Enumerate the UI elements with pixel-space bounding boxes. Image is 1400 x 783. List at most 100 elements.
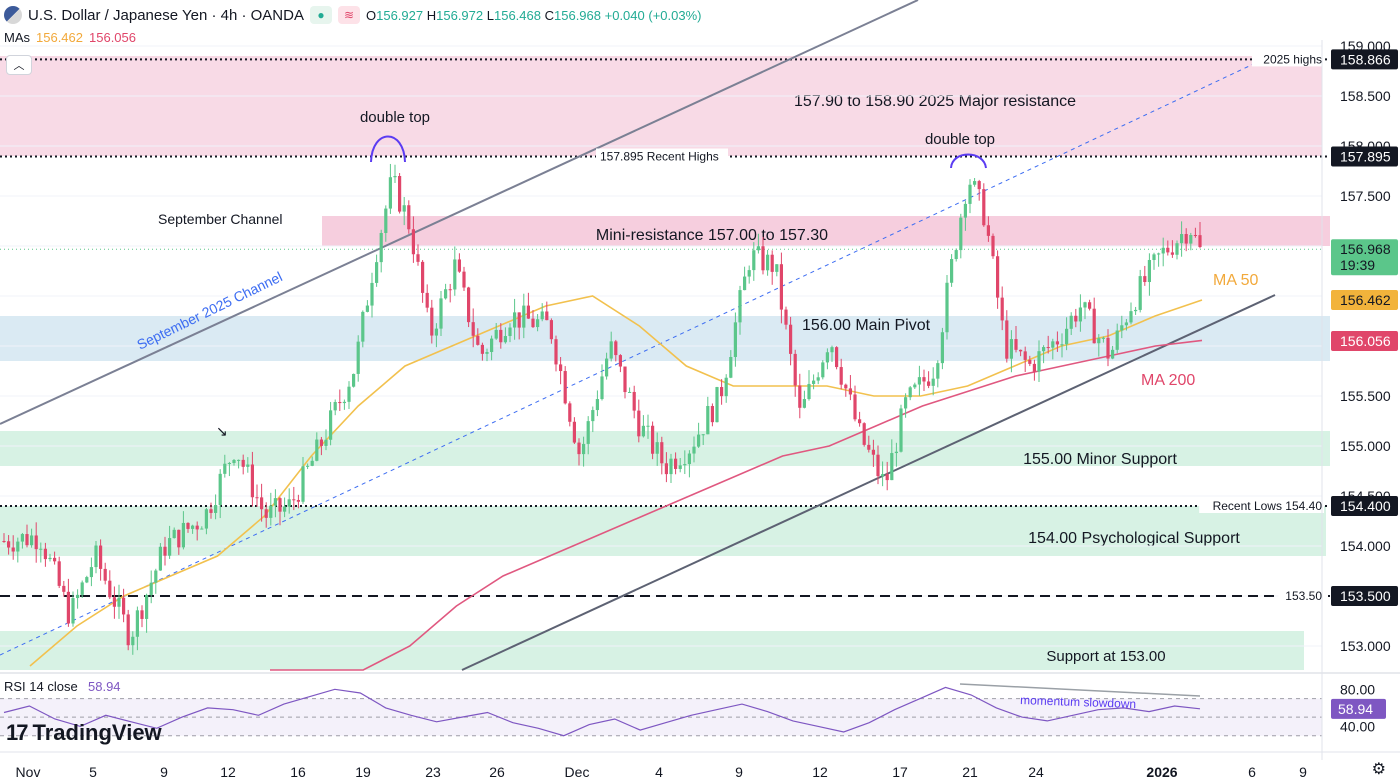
candle-body	[977, 181, 981, 190]
candle-body	[416, 254, 420, 262]
candle-body	[692, 446, 696, 454]
candle-body	[913, 384, 917, 388]
compare-icon[interactable]: ●	[309, 6, 332, 24]
candle-body	[66, 591, 70, 624]
candle-body	[1138, 276, 1142, 310]
candle-body	[954, 250, 958, 260]
zone-rect	[322, 216, 1330, 246]
candle-body	[20, 534, 24, 542]
zone-label: 157.90 to 158.90 2025 Major resistance	[794, 93, 1076, 110]
indicator-icon[interactable]: ≋	[337, 6, 360, 24]
gear-icon[interactable]: ⚙	[1371, 761, 1386, 778]
time-tick: 6	[1248, 764, 1256, 780]
candle-body	[94, 545, 98, 568]
candle-body	[554, 339, 558, 365]
candle-body	[34, 535, 38, 550]
candle-body	[1078, 307, 1082, 322]
price-tick: 155.000	[1340, 438, 1391, 454]
candle-body	[779, 264, 783, 310]
candle-body	[283, 506, 287, 512]
candle-body	[57, 561, 61, 586]
candle-body	[894, 451, 898, 454]
candle-body	[632, 391, 636, 411]
candle-body	[11, 547, 15, 552]
time-tick: 5	[89, 764, 97, 780]
ma50-value: 156.462	[36, 30, 83, 45]
candle-body	[393, 176, 397, 178]
candle-body	[1170, 252, 1174, 255]
candle-body	[568, 403, 572, 422]
candle-body	[1193, 235, 1197, 237]
symbol-title[interactable]: U.S. Dollar / Japanese Yen · 4h · OANDA	[28, 6, 304, 24]
candle-body	[770, 254, 774, 272]
candle-body	[844, 384, 848, 389]
candle-body	[531, 318, 535, 328]
candle-body	[1152, 254, 1156, 260]
candle-body	[908, 387, 912, 398]
time-tick: 17	[892, 764, 908, 780]
candle-body	[729, 357, 733, 378]
candle-body	[637, 410, 641, 437]
candle-body	[135, 610, 139, 637]
ma-legend-label: MAs	[4, 30, 30, 45]
candle-body	[227, 463, 231, 465]
candle-body	[149, 582, 153, 595]
candle-body	[80, 582, 84, 595]
candle-body	[1032, 363, 1036, 372]
candle-body	[7, 541, 11, 548]
candle-body	[517, 312, 521, 328]
zone-label: Mini-resistance 157.00 to 157.30	[596, 227, 828, 244]
candle-body	[71, 598, 75, 624]
candle-body	[563, 371, 567, 404]
candle-body	[209, 509, 213, 513]
candle-body	[398, 176, 402, 212]
time-tick: 9	[1299, 764, 1307, 780]
recent-highs-bg	[596, 148, 728, 164]
candle-body	[370, 282, 374, 306]
candle-body	[352, 373, 356, 387]
candle-body	[1157, 253, 1161, 255]
candle-body	[273, 498, 277, 506]
channel-mid-line	[0, 59, 1263, 656]
candle-body	[945, 282, 949, 333]
candle-body	[1019, 349, 1023, 352]
candle-body	[586, 421, 590, 444]
candle-body	[145, 594, 149, 619]
candle-body	[223, 463, 227, 474]
candle-body	[678, 465, 682, 469]
ma-legend[interactable]: MAs 156.462 156.056	[4, 30, 136, 45]
candle-body	[655, 442, 659, 454]
candle-body	[402, 205, 406, 212]
candle-body	[310, 460, 314, 466]
candle-body	[411, 229, 415, 255]
candle-body	[448, 289, 452, 291]
candle-body	[986, 225, 990, 236]
candle-body	[154, 570, 158, 583]
candle-body	[39, 548, 43, 550]
candle-body	[1101, 337, 1105, 339]
level-label: 2025 highs	[1263, 52, 1322, 66]
candle-body	[1060, 344, 1064, 346]
candle-body	[117, 597, 121, 607]
zone-label: 156.00 Main Pivot	[802, 317, 931, 334]
candle-body	[1120, 325, 1124, 331]
chevron-up-icon[interactable]: ︿	[6, 55, 32, 75]
price-label-box	[1331, 586, 1398, 606]
candle-body	[628, 391, 632, 393]
price-label-box	[1331, 290, 1398, 310]
candle-body	[1092, 308, 1096, 344]
rsi-tick: 80.00	[1340, 681, 1375, 697]
candle-body	[701, 434, 705, 436]
candle-body	[940, 332, 944, 364]
candle-body	[595, 399, 599, 411]
zone-rect	[0, 506, 1326, 556]
candle-body	[743, 276, 747, 291]
candle-body	[1005, 320, 1009, 359]
candle-body	[287, 499, 291, 507]
candle-body	[467, 287, 471, 323]
ma200-value: 156.056	[89, 30, 136, 45]
candle-body	[296, 499, 300, 502]
time-tick: 16	[290, 764, 306, 780]
candle-body	[434, 328, 438, 336]
